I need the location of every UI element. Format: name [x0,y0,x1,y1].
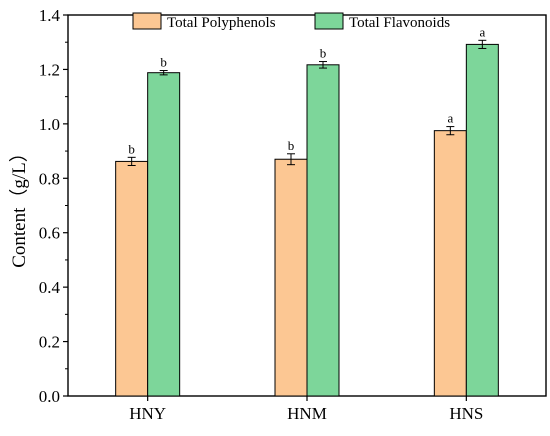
significance-label: b [320,46,327,61]
bar [465,43,499,397]
y-tick-label: 0.4 [39,278,61,297]
y-tick-label: 0.0 [39,387,60,406]
x-tick-label: HNM [287,404,327,423]
y-tick-label: 0.8 [39,169,60,188]
axes: 0.0 0.2 0.4 0.6 0.8 1.0 1.2 1.4 Content（g/L） HNY H… [8,6,547,423]
y-tick-label: 1.4 [39,6,61,25]
bar [274,158,308,397]
y-tick-label: 0.2 [39,333,60,352]
significance-label: b [160,55,167,70]
legend-swatch [314,12,344,30]
bar [433,130,467,397]
legend-label: Total Polyphenols [167,15,276,31]
significance-label: b [128,141,135,156]
bar [115,160,149,397]
y-tick-label: 1.2 [39,60,60,79]
significance-label: a [447,111,453,126]
x-tick-label: HNS [449,404,483,423]
significance-label: b [288,138,295,153]
bars: b b b b a a [115,24,499,397]
x-tick-label: HNY [129,404,166,423]
y-tick-label: 1.0 [39,115,60,134]
bar [147,72,181,397]
legend: Total Polyphenols Total Flavonoids [132,12,450,31]
legend-swatch [132,12,162,30]
y-tick-label: 0.6 [39,224,60,243]
y-axis-label: Content（g/L） [8,143,30,268]
legend-label: Total Flavonoids [349,15,450,31]
bar [306,64,340,397]
significance-label: a [479,24,485,39]
